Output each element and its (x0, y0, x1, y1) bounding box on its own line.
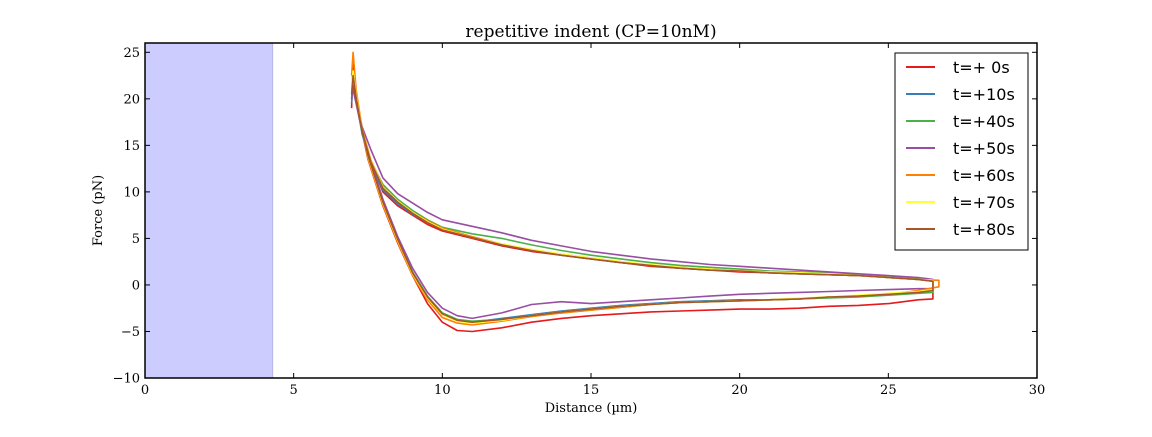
series-line-5 (350, 51, 940, 326)
series-line-7 (350, 74, 934, 324)
legend-label: t=+50s (953, 139, 1015, 158)
series-line-6 (350, 70, 934, 324)
x-tick-label: 15 (583, 383, 600, 398)
legend-label: t=+80s (953, 220, 1015, 239)
series-line-4 (350, 84, 934, 320)
legend-label: t=+60s (953, 166, 1015, 185)
x-tick-label: 10 (434, 383, 451, 398)
y-tick-label: 20 (123, 92, 140, 107)
legend-box (894, 52, 1029, 251)
x-axis-label: Distance (µm) (545, 401, 638, 416)
y-tick-label: 25 (123, 46, 140, 61)
x-tick-label: 20 (731, 383, 748, 398)
series-line-2 (350, 74, 934, 324)
y-axis-label: Force (pN) (91, 175, 106, 246)
legend-label: t=+ 0s (953, 58, 1010, 77)
legend: t=+ 0s t=+10s t=+40s t=+50s t=+60s t=+70s t=+8… (894, 52, 1029, 251)
legend-label: t=+10s (953, 85, 1015, 104)
x-tick-label: 5 (290, 383, 298, 398)
x-tick-label: 25 (880, 383, 897, 398)
x-tick-label: 30 (1029, 383, 1046, 398)
y-tick-label: 15 (123, 139, 140, 154)
chart-title: repetitive indent (CP=10nM) (465, 22, 716, 42)
legend-label: t=+70s (953, 193, 1015, 212)
ticks-layer: 0 5 10 15 20 25 30 −10 −5 0 5 10 15 20 25 (113, 43, 1046, 398)
y-tick-label: 0 (132, 278, 140, 293)
y-tick-label: 5 (132, 232, 140, 247)
x-tick-label: 0 (141, 383, 149, 398)
y-tick-label: −10 (113, 372, 140, 387)
legend-label: t=+40s (953, 112, 1015, 131)
series-layer (350, 51, 940, 333)
series-line-3 (350, 79, 934, 323)
shaded-region (144, 42, 274, 379)
y-tick-label: −5 (121, 325, 140, 340)
y-tick-label: 10 (123, 185, 140, 200)
